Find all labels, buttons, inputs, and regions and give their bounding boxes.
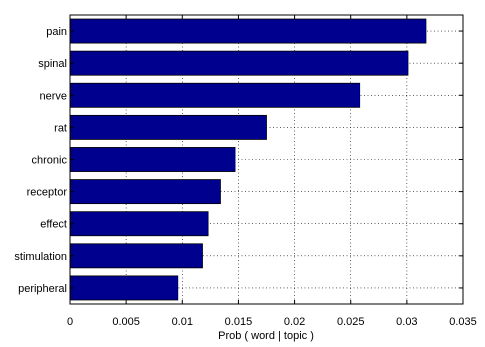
y-axis: pain spinal nerve rat chronic receptor effect s… [14,26,463,295]
x-tick-label: 0.01 [172,316,193,328]
y-tick-label-spinal: spinal [38,58,67,70]
y-tick-label-pain: pain [46,26,67,38]
x-tick-label: 0.025 [337,316,365,328]
x-tick-label: 0 [67,316,73,328]
y-tick-label-effect: effect [40,219,67,231]
bar-effect [69,211,209,237]
y-tick-label-receptor: receptor [27,187,68,199]
bar-rat [69,114,267,140]
x-tick-label: 0.02 [284,316,305,328]
bar-receptor [69,179,221,205]
x-tick-label: 0.03 [396,316,417,328]
y-tick-label-rat: rat [54,122,67,134]
x-tick-label: 0.005 [112,316,140,328]
bar-stimulation [69,243,203,269]
bar-spinal [69,50,409,76]
bar-pain [69,18,427,44]
bar-peripheral [69,275,179,301]
x-axis: 0 0.005 0.01 0.015 0.02 0.025 0.03 0.035 [67,15,477,328]
bars-layer [69,18,427,301]
y-tick-label-stimulation: stimulation [14,251,67,263]
y-tick-label-chronic: chronic [32,155,68,167]
bar-nerve [69,82,361,108]
x-axis-title: Prob ( word | topic ) [218,330,314,342]
y-tick-label-peripheral: peripheral [18,283,67,295]
bar-chronic [69,147,236,172]
x-tick-label: 0.035 [449,316,477,328]
x-tick-label: 0.015 [225,316,253,328]
y-tick-label-nerve: nerve [39,90,67,102]
